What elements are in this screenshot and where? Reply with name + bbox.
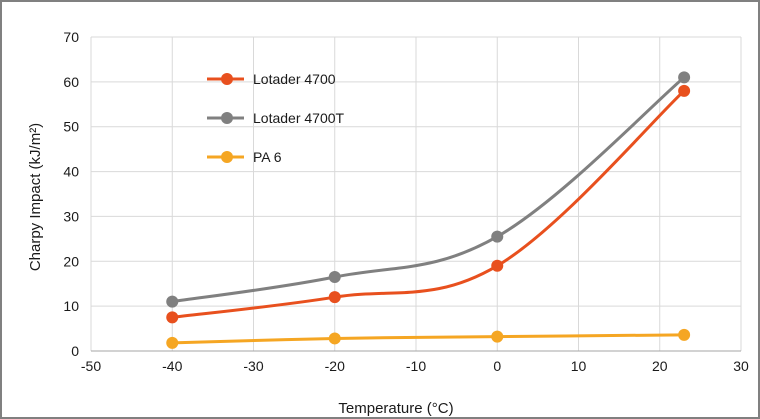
x-axis-title: Temperature (°C) bbox=[338, 400, 453, 417]
x-tick-label: 10 bbox=[571, 358, 587, 374]
series-line bbox=[172, 76, 686, 304]
data-point bbox=[166, 336, 179, 349]
legend-marker bbox=[221, 73, 233, 85]
data-point bbox=[491, 330, 504, 343]
data-point bbox=[491, 259, 504, 272]
data-point bbox=[328, 270, 341, 283]
series-line bbox=[172, 333, 685, 345]
legend-label: Lotader 4700 bbox=[253, 71, 336, 87]
y-tick-label: 0 bbox=[71, 343, 79, 359]
data-point bbox=[678, 84, 691, 97]
axes: -50 -40 -30 -20 -10 0 10 20 30 0 10 20 30 40 50 60 70 bbox=[63, 29, 749, 374]
x-tick-label: -10 bbox=[406, 358, 426, 374]
y-tick-label: 20 bbox=[63, 253, 79, 269]
series-lines bbox=[166, 71, 691, 349]
series-line bbox=[172, 89, 686, 319]
legend-marker bbox=[221, 112, 233, 124]
data-point bbox=[166, 311, 179, 324]
data-point bbox=[166, 295, 179, 308]
data-point bbox=[678, 328, 691, 341]
data-point bbox=[328, 332, 341, 345]
x-tick-label: -30 bbox=[243, 358, 263, 374]
legend-marker bbox=[221, 151, 233, 163]
x-tick-label: -50 bbox=[81, 358, 101, 374]
legend: Lotader 4700 Lotader 4700T PA 6 bbox=[207, 71, 345, 165]
legend-label: Lotader 4700T bbox=[253, 110, 345, 126]
x-tick-label: -40 bbox=[162, 358, 182, 374]
y-axis-title: Charpy Impact (kJ/m²) bbox=[27, 123, 44, 271]
data-point bbox=[678, 71, 691, 84]
x-tick-label: 20 bbox=[652, 358, 668, 374]
y-tick-label: 50 bbox=[63, 119, 79, 135]
y-tick-label: 30 bbox=[63, 208, 79, 224]
legend-label: PA 6 bbox=[253, 149, 282, 165]
y-tick-label: 70 bbox=[63, 29, 79, 45]
x-tick-label: 0 bbox=[493, 358, 501, 374]
y-tick-label: 60 bbox=[63, 74, 79, 90]
data-point bbox=[328, 291, 341, 304]
y-tick-label: 40 bbox=[63, 164, 79, 180]
data-point bbox=[491, 230, 504, 243]
x-tick-label: 30 bbox=[733, 358, 749, 374]
y-tick-label: 10 bbox=[63, 298, 79, 314]
x-tick-label: -20 bbox=[325, 358, 345, 374]
grid bbox=[90, 36, 742, 352]
